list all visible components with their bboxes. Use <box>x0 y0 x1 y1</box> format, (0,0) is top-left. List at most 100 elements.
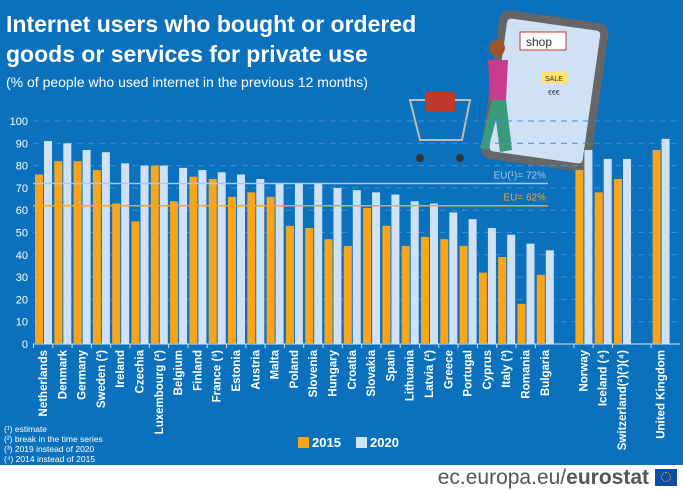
bar-2015 <box>305 228 314 344</box>
bar-2020 <box>487 228 496 344</box>
x-tick-label: Spain <box>385 350 397 381</box>
bar-2020 <box>410 201 419 344</box>
y-tick-label: 50 <box>16 228 28 240</box>
x-tick-label: Luxembourg (²) <box>154 350 166 434</box>
eu-flag-icon <box>655 469 677 486</box>
bar-2015 <box>382 225 391 344</box>
shop-sign: shop <box>526 35 552 49</box>
chart-subtitle: (% of people who used internet in the pr… <box>6 74 368 90</box>
x-tick-label: Ireland <box>115 350 127 388</box>
x-tick-label: Belgium <box>173 350 185 395</box>
x-tick-label: Netherlands <box>38 350 50 416</box>
footnote: (⁴) 2014 instead of 2015 <box>4 454 96 464</box>
bar-2020 <box>121 163 130 344</box>
x-tick-label: Portugal <box>463 350 475 397</box>
bar-2015 <box>517 303 526 344</box>
bar-2015 <box>594 192 603 344</box>
x-tick-label: Slovakia <box>366 349 378 396</box>
x-tick-label: Italy (³) <box>501 350 513 388</box>
x-tick-label: Finland <box>192 350 204 391</box>
footer-domain: ec.europa.eu/ <box>437 466 567 489</box>
y-tick-label: 100 <box>10 116 28 128</box>
bar-2015 <box>440 239 449 344</box>
bar-2015 <box>614 178 622 344</box>
y-tick-label: 20 <box>16 294 28 306</box>
x-tick-label: Poland <box>289 350 301 388</box>
bar-2020 <box>217 172 226 344</box>
footnotes: (¹) estimate (²) break in the time serie… <box>4 424 103 464</box>
shopping-illustration: shop SALE €€€ <box>408 10 609 172</box>
bar-2020 <box>101 152 110 344</box>
eu-average-label: EU= 62% <box>503 193 546 204</box>
x-tick-label: Iceland (⁴) <box>598 350 610 406</box>
bar-2020 <box>661 138 670 344</box>
x-tick-label: Hungary <box>328 349 340 396</box>
bar-2020 <box>372 192 381 344</box>
bar-2020 <box>468 219 477 344</box>
y-tick-label: 70 <box>16 183 28 195</box>
bar-2015 <box>266 196 275 344</box>
bar-2015 <box>652 149 661 344</box>
bar-2020 <box>623 158 631 344</box>
x-tick-label: Cyprus <box>482 350 494 390</box>
x-tick-label: Germany <box>77 349 89 399</box>
x-tick-label: Czechia <box>135 349 147 393</box>
bar-2020 <box>159 165 168 344</box>
chart-title-line2: goods or services for private use <box>6 41 368 67</box>
x-tick-label: Sweden (²) <box>96 350 108 408</box>
bar-2015 <box>536 274 545 344</box>
bar-2015 <box>478 272 487 344</box>
bar-2020 <box>294 183 303 344</box>
bar-2020 <box>507 234 516 344</box>
bar-2020 <box>63 143 72 344</box>
bar-2020 <box>526 243 535 344</box>
y-tick-label: 60 <box>16 205 28 217</box>
bar-2020 <box>82 149 91 344</box>
x-tick-label: Estonia <box>231 349 243 391</box>
x-tick-label: Lithuania <box>405 349 417 401</box>
y-tick-label: 80 <box>16 161 28 173</box>
x-tick-label: Croatia <box>347 349 359 389</box>
bar-2015 <box>324 239 333 344</box>
y-tick-label: 40 <box>16 250 28 262</box>
bar-2015 <box>131 221 140 344</box>
legend-label-2020: 2020 <box>370 435 399 450</box>
bar-2015 <box>150 165 159 344</box>
bar-2015 <box>228 196 236 344</box>
bar-2015 <box>498 257 507 344</box>
y-tick-label: 0 <box>22 339 28 351</box>
y-tick-label: 30 <box>16 272 28 284</box>
bar-chart: shop SALE €€€ 0 10 20 30 40 50 60 70 80 90 100 EU(… <box>10 10 680 450</box>
x-tick-label: Slovenia <box>308 349 320 397</box>
bar-2020 <box>333 187 342 344</box>
bar-2020 <box>256 178 265 344</box>
footnote: (¹) estimate <box>4 424 47 434</box>
bar-2015 <box>247 192 256 344</box>
bar-2015 <box>54 161 63 344</box>
bar-2015 <box>112 203 121 344</box>
bar-2020 <box>44 141 52 344</box>
x-tick-label: Switzerland(²)(³)(⁴) <box>617 350 629 450</box>
x-tick-label: Bulgaria <box>540 349 552 396</box>
eu-average-label: EU(¹)= 72% <box>493 170 546 181</box>
bar-2015 <box>189 176 198 344</box>
bar-2015 <box>285 225 294 344</box>
x-tick-label: Latvia (²) <box>424 350 436 398</box>
bar-2020 <box>430 203 438 344</box>
bar-2015 <box>35 174 43 344</box>
bar-2020 <box>314 183 323 344</box>
y-tick-label: 90 <box>16 138 28 150</box>
bar-2020 <box>391 194 400 344</box>
bar-2015 <box>459 245 468 344</box>
bar-2020 <box>603 158 612 344</box>
x-tick-label: United Kingdom <box>656 350 668 439</box>
bar-2015 <box>73 161 82 344</box>
footer-source: ec.europa.eu/eurostat <box>438 466 649 490</box>
bar-2020 <box>545 250 554 344</box>
bar-2015 <box>208 178 217 344</box>
sale-sign: SALE <box>545 76 563 83</box>
x-tick-label: Malta <box>270 349 282 379</box>
legend-swatch-2015 <box>298 437 309 448</box>
bar-2020 <box>179 167 188 344</box>
bar-2020 <box>584 149 593 344</box>
